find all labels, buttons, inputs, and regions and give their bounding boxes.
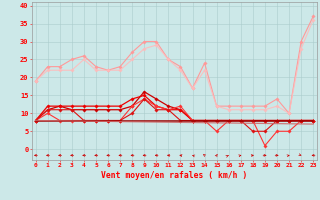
X-axis label: Vent moyen/en rafales ( km/h ): Vent moyen/en rafales ( km/h ) <box>101 171 248 180</box>
